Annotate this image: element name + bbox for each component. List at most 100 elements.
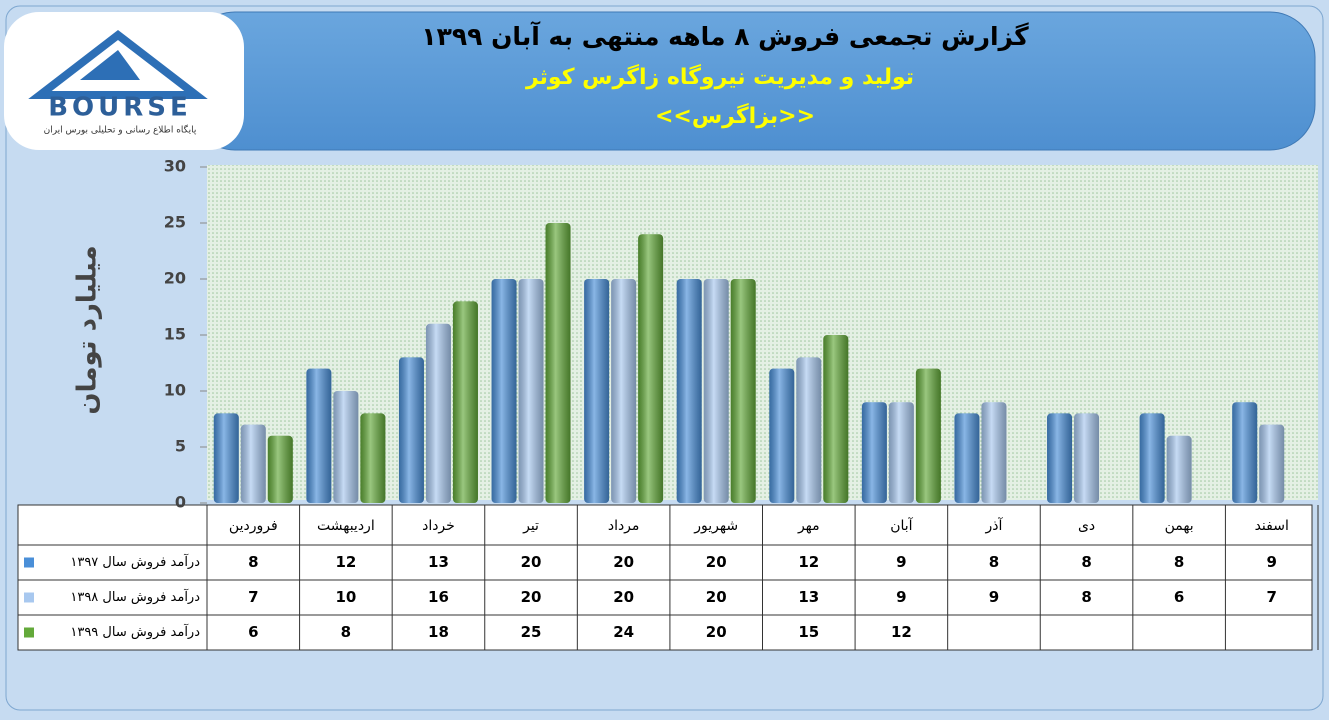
legend-label: درآمد فروش سال ۱۳۹۸ — [70, 588, 200, 605]
table-value: 20 — [521, 588, 542, 606]
bar-shine — [306, 368, 332, 503]
table-value: 10 — [335, 588, 356, 606]
logo-tagline: پایگاه اطلاع رسانی و تحلیلی بورس ایران — [44, 124, 197, 136]
table-value: 20 — [613, 553, 634, 571]
x-tick-label: فروردین — [229, 518, 278, 534]
symbol: <<بزاگرس>> — [655, 102, 815, 129]
table-value: 18 — [428, 623, 449, 641]
table-value: 8 — [341, 623, 351, 641]
bar-shine — [213, 413, 239, 503]
bar-shine — [452, 301, 478, 503]
bar-shine — [981, 402, 1007, 503]
x-tick-label: مرداد — [608, 518, 640, 534]
chart-subtitle: تولید و مدیریت نیروگاه زاگرس کوثر — [525, 63, 914, 90]
bar-shine — [240, 424, 266, 503]
bar-shine — [267, 435, 293, 503]
logo-box — [4, 12, 244, 150]
x-tick-label: آبان — [890, 517, 913, 534]
table-value: 9 — [896, 553, 906, 571]
chart-title: گزارش تجمعی فروش ۸ ماهه منتهی به آبان ۱۳… — [421, 21, 1029, 52]
plot-area — [207, 165, 1318, 500]
table-value: 20 — [706, 588, 727, 606]
table-value: 8 — [989, 553, 999, 571]
x-tick-label: اردیبهشت — [317, 518, 375, 534]
table-value: 24 — [613, 623, 634, 641]
x-tick-label: دی — [1078, 518, 1095, 534]
bar-shine — [518, 279, 544, 503]
y-tick-label: 20 — [164, 269, 186, 288]
bar-shine — [1166, 435, 1192, 503]
table-value: 6 — [1174, 588, 1184, 606]
bar-shine — [638, 234, 664, 503]
bar-shine — [796, 357, 822, 503]
legend-label: درآمد فروش سال ۱۳۹۹ — [70, 623, 200, 640]
logo-name: BOURSE — [48, 93, 192, 123]
x-tick-label: اسفند — [1255, 518, 1289, 534]
table-value: 8 — [1081, 553, 1091, 571]
bar-shine — [676, 279, 702, 503]
table-value: 8 — [1174, 553, 1184, 571]
table-value: 16 — [428, 588, 449, 606]
bar-shine — [333, 391, 359, 503]
table-value: 25 — [521, 623, 542, 641]
table-value: 6 — [248, 623, 258, 641]
y-tick-label: 5 — [175, 437, 186, 456]
x-tick-label: مهر — [797, 518, 820, 534]
x-tick-label: بهمن — [1165, 518, 1194, 534]
x-tick-label: آذر — [985, 517, 1004, 534]
bar-shine — [915, 368, 941, 503]
bar-shine — [888, 402, 914, 503]
logo-mark — [28, 29, 208, 99]
table-value: 9 — [896, 588, 906, 606]
legend-swatch — [24, 592, 34, 603]
data-table — [17, 504, 1313, 651]
table-value: 12 — [335, 553, 356, 571]
legend-swatch — [24, 627, 34, 638]
legend-label: درآمد فروش سال ۱۳۹۷ — [70, 553, 200, 570]
table-value: 20 — [706, 553, 727, 571]
bar-shine — [1259, 424, 1285, 503]
bar-shine — [769, 368, 795, 503]
y-tick-label: 0 — [175, 493, 186, 512]
table-value: 9 — [989, 588, 999, 606]
bar-shine — [1139, 413, 1165, 503]
table-value: 12 — [798, 553, 819, 571]
table-value: 7 — [1266, 588, 1276, 606]
y-tick-label: 30 — [164, 157, 186, 176]
table-value: 13 — [428, 553, 449, 571]
bar-shine — [861, 402, 887, 503]
x-tick-label: خرداد — [422, 518, 455, 534]
y-tick-label: 15 — [164, 325, 186, 344]
bar-shine — [611, 279, 637, 503]
x-tick-label: شهریور — [693, 518, 738, 534]
table-value: 15 — [798, 623, 819, 641]
y-axis-label: میلیارد تومان — [73, 245, 103, 414]
logo-mark — [80, 50, 140, 80]
bar-shine — [491, 279, 517, 503]
y-tick-label: 10 — [164, 381, 186, 400]
x-tick-label: تیر — [522, 518, 539, 534]
bar-shine — [398, 357, 424, 503]
bar-shine — [1047, 413, 1073, 503]
table-value: 20 — [521, 553, 542, 571]
legend-swatch — [24, 557, 34, 568]
table-value: 12 — [891, 623, 912, 641]
bar-shine — [703, 279, 729, 503]
y-tick-label: 25 — [164, 213, 186, 232]
bar-shine — [425, 323, 451, 503]
table-value: 9 — [1266, 553, 1276, 571]
bar-shine — [360, 413, 386, 503]
bar-shine — [1232, 402, 1258, 503]
bar-shine — [545, 223, 571, 503]
bar-shine — [730, 279, 756, 503]
bar-shine — [1074, 413, 1100, 503]
table-value: 20 — [613, 588, 634, 606]
table-value: 13 — [798, 588, 819, 606]
bar-shine — [584, 279, 610, 503]
table-value: 20 — [706, 623, 727, 641]
table-value: 8 — [248, 553, 258, 571]
bar-shine — [823, 335, 849, 503]
table-value: 7 — [248, 588, 258, 606]
